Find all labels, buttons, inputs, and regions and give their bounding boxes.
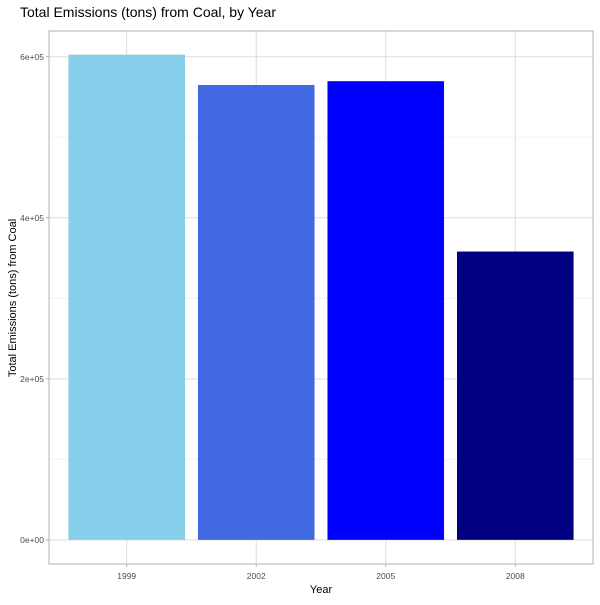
y-axis: 0e+00 2e+05 4e+05 6e+05 [20,52,49,545]
x-tick-label: 1999 [117,571,136,581]
y-tick-label: 6e+05 [20,52,44,62]
x-tick-label: 2002 [247,571,266,581]
chart-title: Total Emissions (tons) from Coal, by Yea… [20,4,276,20]
plot-area [48,30,594,565]
plot-border [48,30,594,565]
y-tick-label: 0e+00 [20,535,44,545]
y-tick-label: 2e+05 [20,374,44,384]
bars [68,54,574,540]
bar-1999 [68,54,185,540]
bar-2002 [197,84,315,540]
bar-2005 [327,81,445,540]
x-tick-label: 2008 [506,571,525,581]
x-axis: 1999 2002 2005 2008 [117,564,525,581]
x-tick-label: 2005 [376,571,395,581]
y-tick-label: 4e+05 [20,213,44,223]
y-axis-title: Total Emissions (tons) from Coal [7,219,19,377]
bar-2008 [457,251,574,540]
x-axis-title: Year [310,584,333,596]
